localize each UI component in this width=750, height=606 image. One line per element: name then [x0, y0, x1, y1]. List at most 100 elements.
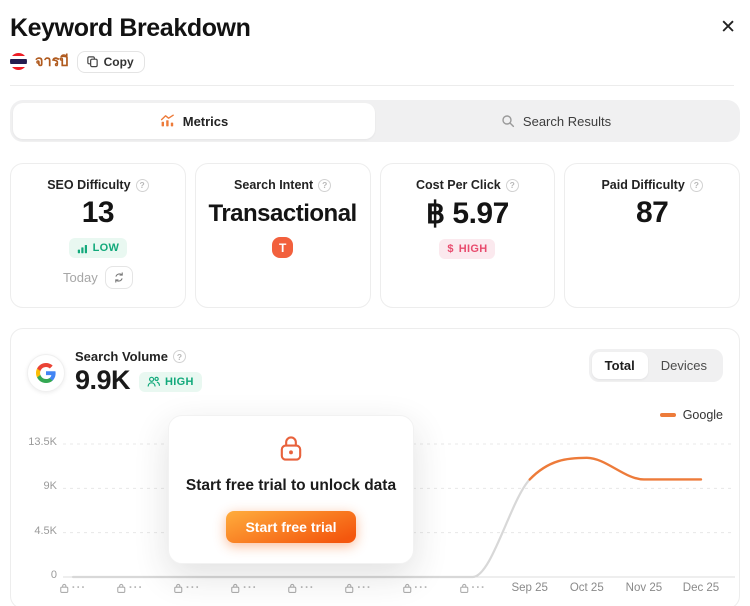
transactional-intent-badge: T	[272, 237, 294, 258]
toggle-total[interactable]: Total	[591, 352, 648, 379]
chart-header: Search Volume ? 9.9K HIGH	[27, 349, 723, 422]
keyword-row: จารบี Copy	[10, 50, 734, 73]
refresh-icon	[114, 272, 123, 283]
lock-icon	[280, 436, 302, 461]
seo-difficulty-badge: LOW	[68, 238, 128, 258]
volume-label-row: Search Volume ?	[75, 349, 202, 364]
bars-icon	[77, 244, 87, 253]
toggle-devices[interactable]: Devices	[660, 358, 707, 373]
help-icon[interactable]: ?	[505, 178, 519, 192]
search-intent-label: Search Intent	[234, 178, 314, 192]
small-lock-icon	[60, 583, 69, 593]
card-label-row: SEO Difficulty ?	[47, 178, 149, 192]
locked-x-tick: ···	[117, 582, 144, 594]
small-lock-icon	[402, 583, 411, 593]
modal-header: Keyword Breakdown จารบี Copy ✕	[0, 0, 750, 86]
dollar-icon: $	[447, 243, 454, 255]
search-volume-card: Search Volume ? 9.9K HIGH	[10, 328, 740, 606]
keyword-text: จารบี	[35, 54, 69, 70]
locked-tick-dots: ···	[471, 582, 486, 594]
legend-label: Google	[682, 408, 723, 422]
locked-tick-dots: ···	[243, 582, 258, 594]
search-volume-value: 9.9K	[75, 365, 131, 395]
help-icon[interactable]: ?	[318, 178, 332, 192]
locked-tick-dots: ···	[414, 582, 429, 594]
volume-value-row: 9.9K HIGH	[75, 365, 202, 396]
people-icon	[147, 376, 161, 387]
help-icon[interactable]: ?	[135, 178, 149, 192]
small-lock-icon	[117, 583, 126, 593]
locked-tick-dots: ···	[357, 582, 372, 594]
small-lock-icon	[231, 583, 240, 593]
locked-x-tick: ···	[345, 582, 372, 594]
seo-footer: Today	[63, 266, 133, 289]
y-axis-tick: 0	[50, 569, 57, 581]
start-free-trial-button[interactable]: Start free trial	[226, 511, 356, 543]
cost-per-click-badge-text: HIGH	[458, 243, 488, 255]
help-icon[interactable]: ?	[689, 178, 703, 192]
tab-bar: Metrics Search Results	[10, 100, 740, 142]
unlock-overlay: Start free trial to unlock data Start fr…	[168, 415, 414, 564]
x-axis-tick: Dec 25	[682, 582, 720, 594]
legend-dash	[659, 413, 676, 417]
cost-per-click-badge: $ HIGH	[439, 239, 496, 259]
locked-x-tick: ···	[402, 582, 429, 594]
page-title: Keyword Breakdown	[10, 14, 251, 42]
tab-metrics-label: Metrics	[182, 113, 229, 129]
card-search-intent: Search Intent ? Transactional T	[194, 163, 371, 308]
close-icon[interactable]: ✕	[720, 17, 736, 38]
locked-x-tick: ···	[459, 582, 486, 594]
card-cost-per-click: Cost Per Click ? ฿ 5.97 $ HIGH	[379, 163, 556, 308]
cost-per-click-label: Cost Per Click	[415, 178, 501, 192]
cost-per-click-value: ฿ 5.97	[425, 197, 509, 230]
paid-difficulty-value: 87	[635, 196, 669, 229]
copy-button[interactable]: Copy	[76, 50, 145, 73]
x-axis-tick: Nov 25	[625, 582, 663, 594]
tab-search-results[interactable]: Search Results	[375, 103, 737, 139]
locked-x-tick: ···	[174, 582, 201, 594]
small-lock-icon	[459, 583, 468, 593]
small-lock-icon	[345, 583, 354, 593]
search-volume-label: Search Volume	[75, 349, 168, 364]
legend-google[interactable]: Google	[659, 408, 723, 422]
metrics-chart-icon	[160, 114, 174, 127]
locked-x-tick: ···	[288, 582, 315, 594]
search-volume-badge-text: HIGH	[165, 375, 194, 388]
locked-tick-dots: ···	[128, 582, 144, 594]
y-axis-tick: 13.5K	[28, 436, 57, 448]
locked-tick-dots: ···	[300, 582, 315, 594]
copy-label: Copy	[103, 54, 134, 69]
seo-difficulty-value: 13	[81, 196, 115, 229]
locked-tick-dots: ···	[71, 582, 87, 594]
tab-search-results-label: Search Results	[522, 113, 612, 129]
locked-x-tick: ···	[231, 582, 258, 594]
y-axis-tick: 9K	[43, 480, 57, 493]
search-intent-value: Transactional	[208, 200, 358, 227]
locked-x-tick: ···	[60, 582, 87, 594]
x-axis-tick: Oct 25	[569, 582, 604, 594]
unlock-title: Start free trial to unlock data	[185, 477, 397, 494]
x-axis-tick: Sep 25	[511, 582, 548, 594]
help-icon[interactable]: ?	[172, 350, 186, 363]
card-seo-difficulty: SEO Difficulty ? 13 LOW Today	[10, 163, 186, 308]
small-lock-icon	[288, 583, 297, 593]
small-lock-icon	[174, 583, 183, 593]
paid-difficulty-label: Paid Difficulty	[601, 178, 685, 192]
tab-metrics[interactable]: Metrics	[13, 103, 375, 139]
google-logo-icon	[27, 353, 65, 392]
metric-cards: SEO Difficulty ? 13 LOW Today Search Int	[10, 163, 740, 308]
locked-tick-dots: ···	[185, 582, 201, 594]
total-devices-toggle: Total Devices	[588, 349, 723, 382]
copy-icon	[86, 56, 98, 68]
card-paid-difficulty: Paid Difficulty ? 87	[564, 163, 740, 308]
thailand-flag-icon	[10, 53, 27, 70]
search-icon	[502, 115, 515, 128]
volume-summary: Search Volume ? 9.9K HIGH	[27, 349, 202, 396]
refresh-button[interactable]	[104, 266, 133, 289]
seo-difficulty-badge-text: LOW	[92, 242, 120, 254]
card-label-row: Search Intent ?	[234, 178, 332, 192]
volume-text-block: Search Volume ? 9.9K HIGH	[75, 349, 202, 396]
y-axis-tick: 4.5K	[34, 524, 57, 537]
today-label: Today	[63, 270, 98, 285]
search-volume-badge: HIGH	[139, 371, 202, 392]
